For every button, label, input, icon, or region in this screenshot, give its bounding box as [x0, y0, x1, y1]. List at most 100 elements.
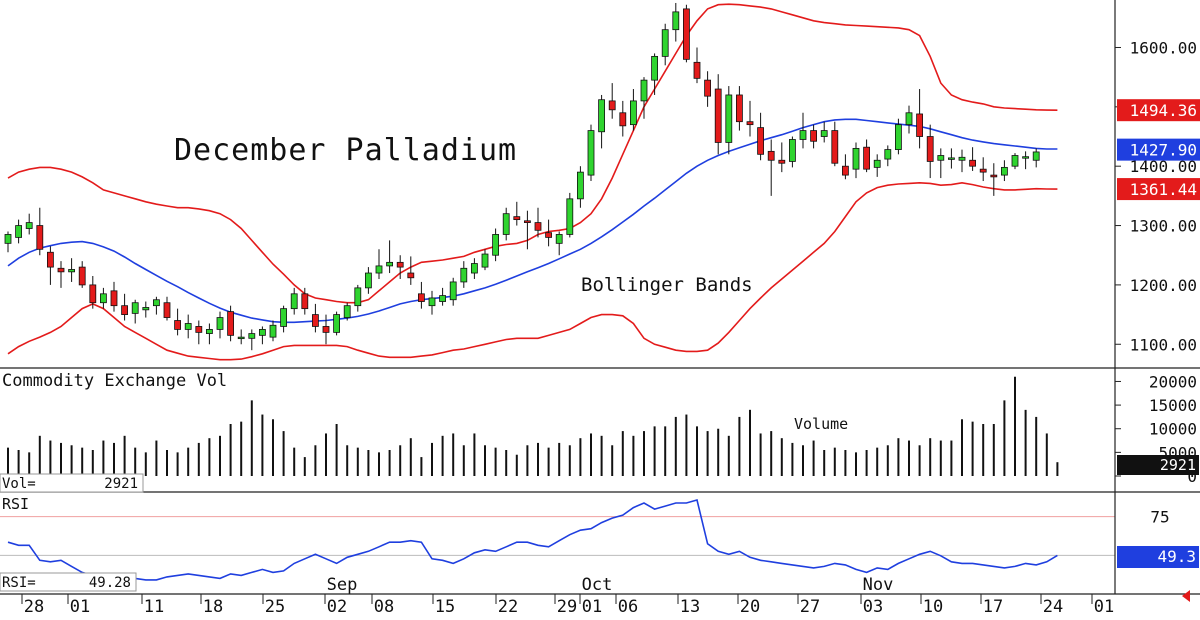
candle-body-6	[68, 269, 75, 273]
candle-body-96	[1022, 156, 1029, 159]
candle-body-2	[25, 222, 33, 229]
candle-body-78	[831, 130, 839, 164]
x-tick-label-7: 15	[435, 597, 455, 616]
candle-body-61	[651, 55, 658, 81]
x-tick-label-6: 08	[374, 597, 394, 616]
candle-body-47	[502, 213, 510, 235]
volume-badge-value: 2921	[1160, 456, 1196, 474]
x-tick-label-15: 03	[863, 597, 883, 616]
candle-body-18	[195, 326, 203, 333]
x-tick-label-13: 20	[740, 597, 760, 616]
candle-body-22	[237, 336, 245, 340]
x-axis: 28 01 11 18 25 02 08 15 22 29 01 06 13 20 27 03 10 17 24 01…	[21, 575, 1114, 617]
x-tick-label-11: 06	[618, 597, 638, 616]
candle-body-14	[152, 299, 160, 307]
lower-bollinger-band	[7, 181, 1058, 361]
candle-body-54	[577, 171, 584, 200]
candle-body-59	[630, 100, 637, 126]
x-tick-label-1: 01	[70, 597, 90, 616]
volume-badge: 2921	[1117, 455, 1199, 475]
candle-body-28	[301, 293, 309, 310]
candle-body-65	[693, 61, 701, 79]
candle-body-68	[725, 94, 733, 143]
candle-body-71	[757, 127, 764, 155]
candle-body-10	[110, 290, 118, 307]
candle-body-27	[290, 293, 298, 310]
candle-body-11	[121, 305, 128, 315]
rsi-readout-value: 49.28	[89, 575, 131, 591]
candle-body-8	[89, 284, 97, 304]
candle-body-37	[396, 261, 404, 268]
x-tick-label-16: 10	[923, 597, 943, 616]
candle-body-56	[598, 99, 605, 133]
candle-body-95	[1011, 155, 1019, 167]
x-tick-label-19: 01	[1094, 597, 1114, 616]
volume-tick-label-0: 20000	[1149, 372, 1197, 391]
candle-body-1	[15, 225, 23, 238]
candle-body-41	[439, 295, 447, 302]
panel-frames	[0, 0, 1200, 595]
candle-body-16	[174, 320, 182, 330]
candle-body-97	[1032, 151, 1040, 161]
middle-bollinger-band	[7, 118, 1058, 324]
candle-body-63	[672, 11, 680, 31]
x-tick-label-12: 13	[680, 597, 700, 616]
candle-body-70	[746, 121, 754, 126]
price-label-text-0: 1494.36	[1130, 101, 1197, 120]
candle-body-7	[78, 266, 86, 286]
candle-body-29	[311, 314, 319, 327]
candle-body-72	[767, 150, 775, 161]
candle-body-67	[714, 88, 722, 143]
price-tick-label-4: 1200.00	[1130, 276, 1197, 295]
candle-body-42	[449, 281, 457, 301]
candle-body-90	[958, 156, 966, 161]
candle-body-49	[524, 220, 531, 223]
candle-body-23	[248, 333, 256, 339]
x-tick-label-9: 29	[557, 597, 577, 616]
candle-body-91	[969, 159, 976, 167]
candle-body-32	[343, 305, 351, 318]
candle-body-3	[36, 225, 44, 250]
candle-body-40	[428, 297, 436, 307]
rsi-panel-title: RSI	[2, 495, 29, 513]
volume-readout-label: Vol=	[2, 476, 36, 492]
price-label-box-1	[1117, 138, 1200, 161]
rsi-line	[7, 499, 1058, 586]
candle-body-86	[916, 113, 923, 137]
month-label-2: Nov	[863, 575, 894, 595]
x-tick-label-8: 22	[498, 597, 518, 616]
candle-body-79	[842, 165, 849, 176]
candle-body-19	[205, 329, 213, 334]
candle-body-30	[322, 326, 330, 333]
candle-body-43	[460, 267, 468, 283]
scroll-left-arrow-icon[interactable]	[1182, 590, 1190, 602]
candle-body-77	[820, 130, 828, 137]
rsi-badge-value: 49.3	[1157, 547, 1196, 566]
candle-body-80	[852, 147, 860, 170]
candle-body-36	[386, 261, 394, 267]
price-panel: 1600.001500.001400.001300.001200.001100.…	[4, 2, 1200, 361]
x-tick-label-10: 01	[582, 597, 602, 616]
rsi-tick-label-0: 75	[1150, 508, 1169, 527]
month-label-1: Oct	[582, 575, 613, 595]
candle-body-0	[4, 234, 12, 244]
chart-title: December Palladium	[174, 133, 517, 168]
candle-body-75	[799, 130, 807, 140]
candle-body-46	[492, 234, 500, 256]
candle-body-33	[354, 287, 362, 307]
candle-body-74	[789, 139, 796, 162]
candle-body-51	[545, 232, 552, 238]
candle-body-38	[407, 272, 415, 279]
candle-body-62	[661, 29, 669, 57]
candle-body-76	[810, 130, 817, 142]
candle-body-48	[513, 216, 521, 221]
candle-body-84	[895, 124, 902, 150]
candle-body-26	[280, 308, 288, 327]
price-label-box-0	[1117, 99, 1200, 122]
rsi-badge: 49.3	[1117, 546, 1199, 568]
x-tick-label-5: 02	[327, 597, 347, 616]
candle-body-4	[47, 251, 54, 268]
candle-body-66	[704, 79, 711, 97]
candle-body-9	[100, 293, 107, 304]
candle-body-93	[990, 174, 998, 178]
